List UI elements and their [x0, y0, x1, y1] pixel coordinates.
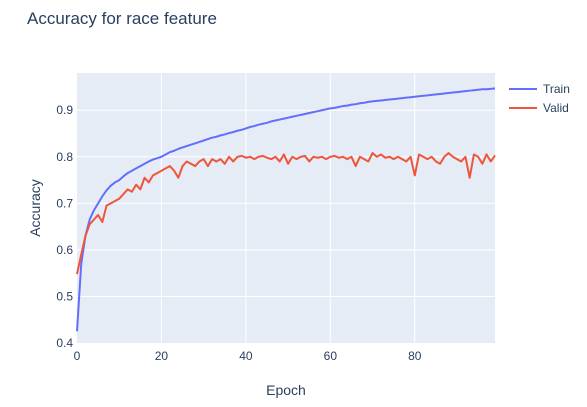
x-tick-label: 0: [74, 349, 81, 363]
legend-label: Valid: [543, 101, 569, 115]
plot-area: [77, 73, 495, 343]
y-tick-label: 0.4: [56, 336, 73, 350]
y-tick-label: 0.8: [56, 150, 73, 164]
x-axis-ticks: 0 20 40 60 80: [74, 349, 422, 363]
y-axis-label: Accuracy: [27, 179, 43, 237]
series-line-valid: [76, 152, 496, 275]
legend-item-valid[interactable]: Valid: [509, 101, 569, 115]
y-tick-label: 0.6: [56, 243, 73, 257]
series-layer: [76, 87, 496, 332]
chart-title: Accuracy for race feature: [27, 9, 217, 28]
x-axis-label: Epoch: [266, 382, 306, 398]
x-tick-label: 40: [239, 349, 253, 363]
x-tick-label: 80: [408, 349, 422, 363]
series-line-train: [76, 87, 496, 332]
x-tick-label: 60: [324, 349, 338, 363]
legend-item-train[interactable]: Train: [509, 82, 570, 96]
x-tick-label: 20: [155, 349, 169, 363]
y-tick-label: 0.9: [56, 103, 73, 117]
y-tick-label: 0.7: [56, 196, 73, 210]
y-tick-label: 0.5: [56, 289, 73, 303]
legend-label: Train: [543, 82, 570, 96]
grid-lines: [77, 73, 495, 343]
y-axis-ticks: 0.4 0.5 0.6 0.7 0.8 0.9: [56, 103, 73, 350]
legend[interactable]: Train Valid: [509, 82, 570, 115]
